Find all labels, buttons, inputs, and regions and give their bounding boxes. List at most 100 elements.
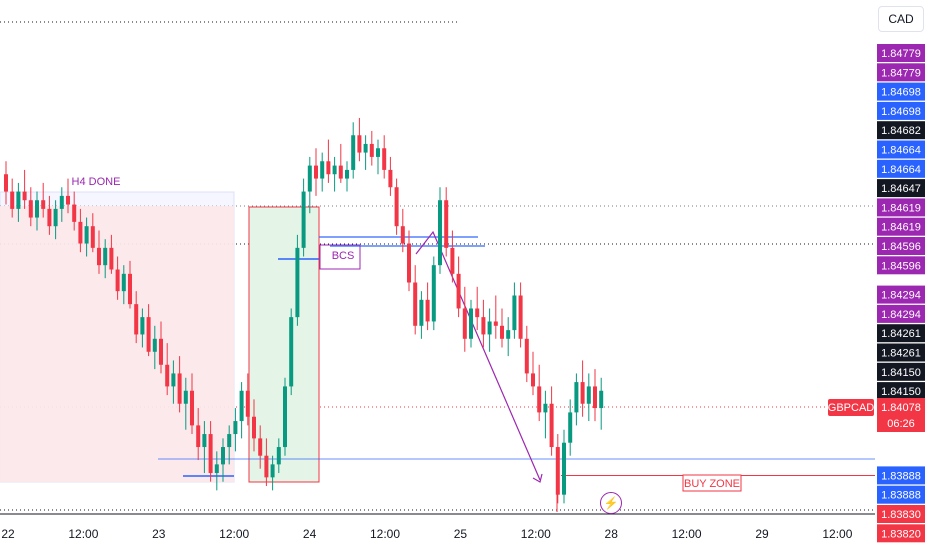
candle-body	[10, 191, 15, 209]
candle-body	[53, 208, 58, 227]
candle	[245, 373, 250, 426]
price-label-box	[877, 159, 925, 178]
candle	[500, 308, 504, 348]
candle-body	[456, 273, 461, 309]
candle	[431, 256, 436, 331]
price-label: 1.84698	[877, 101, 925, 120]
candle-body	[233, 421, 238, 435]
candle-body	[146, 317, 151, 352]
candle	[568, 399, 573, 456]
candle	[314, 148, 318, 196]
candle	[134, 291, 139, 344]
symbol-label: GBPCAD	[828, 402, 875, 414]
candle-body	[487, 321, 492, 335]
time-tick-label: 23	[152, 527, 166, 541]
candle	[531, 351, 535, 396]
candle	[307, 156, 312, 214]
candle-body	[512, 295, 517, 331]
price-label-box	[877, 304, 925, 323]
price-label-box	[877, 466, 925, 485]
candle	[351, 122, 356, 179]
candle	[382, 135, 387, 179]
alert-icon[interactable]: ⚡	[600, 492, 622, 514]
candle	[357, 117, 362, 162]
buy-zone-label-box	[682, 474, 742, 492]
price-label-text: 1.84779	[881, 48, 921, 60]
price-label: 1.84664	[877, 159, 925, 178]
price-label-text: 1.83820	[881, 528, 921, 540]
candle-body	[431, 265, 436, 322]
candle	[413, 265, 418, 335]
price-label: 1.84682	[877, 121, 925, 140]
price-label-text: 1.84619	[881, 202, 921, 214]
price-labels: 1.84779 1.84779 1.84698 1.84698 1.84682 1.846…	[877, 44, 925, 543]
price-label: 1.83888	[877, 485, 925, 504]
candle-body	[549, 403, 554, 448]
price-label-box	[877, 121, 925, 140]
candle	[214, 451, 219, 491]
candle-body	[245, 390, 250, 417]
candle	[580, 360, 585, 417]
candle	[165, 343, 170, 396]
price-label-box	[877, 179, 925, 198]
candle	[363, 135, 368, 170]
candle	[419, 291, 424, 339]
candle-body	[47, 208, 52, 227]
time-tick-label: 28	[605, 527, 619, 541]
candle	[140, 308, 145, 348]
candle-body	[593, 386, 597, 409]
candle	[276, 438, 281, 474]
candle	[10, 178, 15, 218]
candle-body	[59, 195, 64, 209]
candle-body	[171, 373, 176, 387]
candle-body	[84, 226, 89, 244]
candle-body	[276, 447, 281, 465]
candle	[555, 434, 560, 504]
candle	[593, 369, 597, 422]
candle-body	[531, 373, 535, 387]
candle	[97, 230, 101, 274]
candle-body	[103, 247, 108, 266]
price-label-box	[877, 505, 925, 523]
candle-body	[239, 390, 244, 422]
candle	[190, 373, 194, 435]
candle	[295, 234, 300, 326]
price-label-box	[877, 44, 925, 62]
candle	[146, 304, 151, 357]
currency-button[interactable]: CAD	[878, 6, 924, 32]
candle-body	[221, 447, 225, 465]
candle	[84, 217, 89, 257]
candle	[444, 187, 449, 257]
background-layer	[0, 21, 875, 511]
price-label: 1.84596	[877, 256, 925, 275]
buy-zone-label: BUY ZONE	[684, 478, 740, 490]
candle-body	[500, 325, 504, 339]
price-label-box	[877, 237, 925, 255]
symbol-tag: GBPCAD 1.84078 06:26	[828, 398, 925, 432]
price-label-box	[877, 362, 925, 381]
price-label-box	[877, 256, 925, 275]
price-label-text: 1.84294	[881, 309, 921, 321]
time-tick-label: 12:00	[370, 527, 400, 541]
price-label-text: 1.84698	[881, 87, 921, 99]
candle-body	[78, 221, 83, 244]
candle	[208, 421, 213, 482]
price-label: 1.83830	[877, 505, 925, 523]
candle	[103, 239, 108, 279]
candle-body	[16, 191, 21, 209]
candle	[177, 356, 182, 413]
candle-body	[289, 317, 294, 387]
price-label: 1.84150	[877, 382, 925, 401]
candle-body	[394, 187, 399, 227]
candle-body	[177, 373, 182, 404]
candle	[22, 169, 27, 209]
candle	[221, 438, 225, 482]
supply-zone-box	[0, 206, 234, 482]
price-label: 1.83888	[877, 466, 925, 485]
candle-body	[400, 226, 405, 244]
candle-body	[462, 308, 467, 339]
price-label-box	[877, 343, 925, 362]
candle	[258, 425, 263, 469]
